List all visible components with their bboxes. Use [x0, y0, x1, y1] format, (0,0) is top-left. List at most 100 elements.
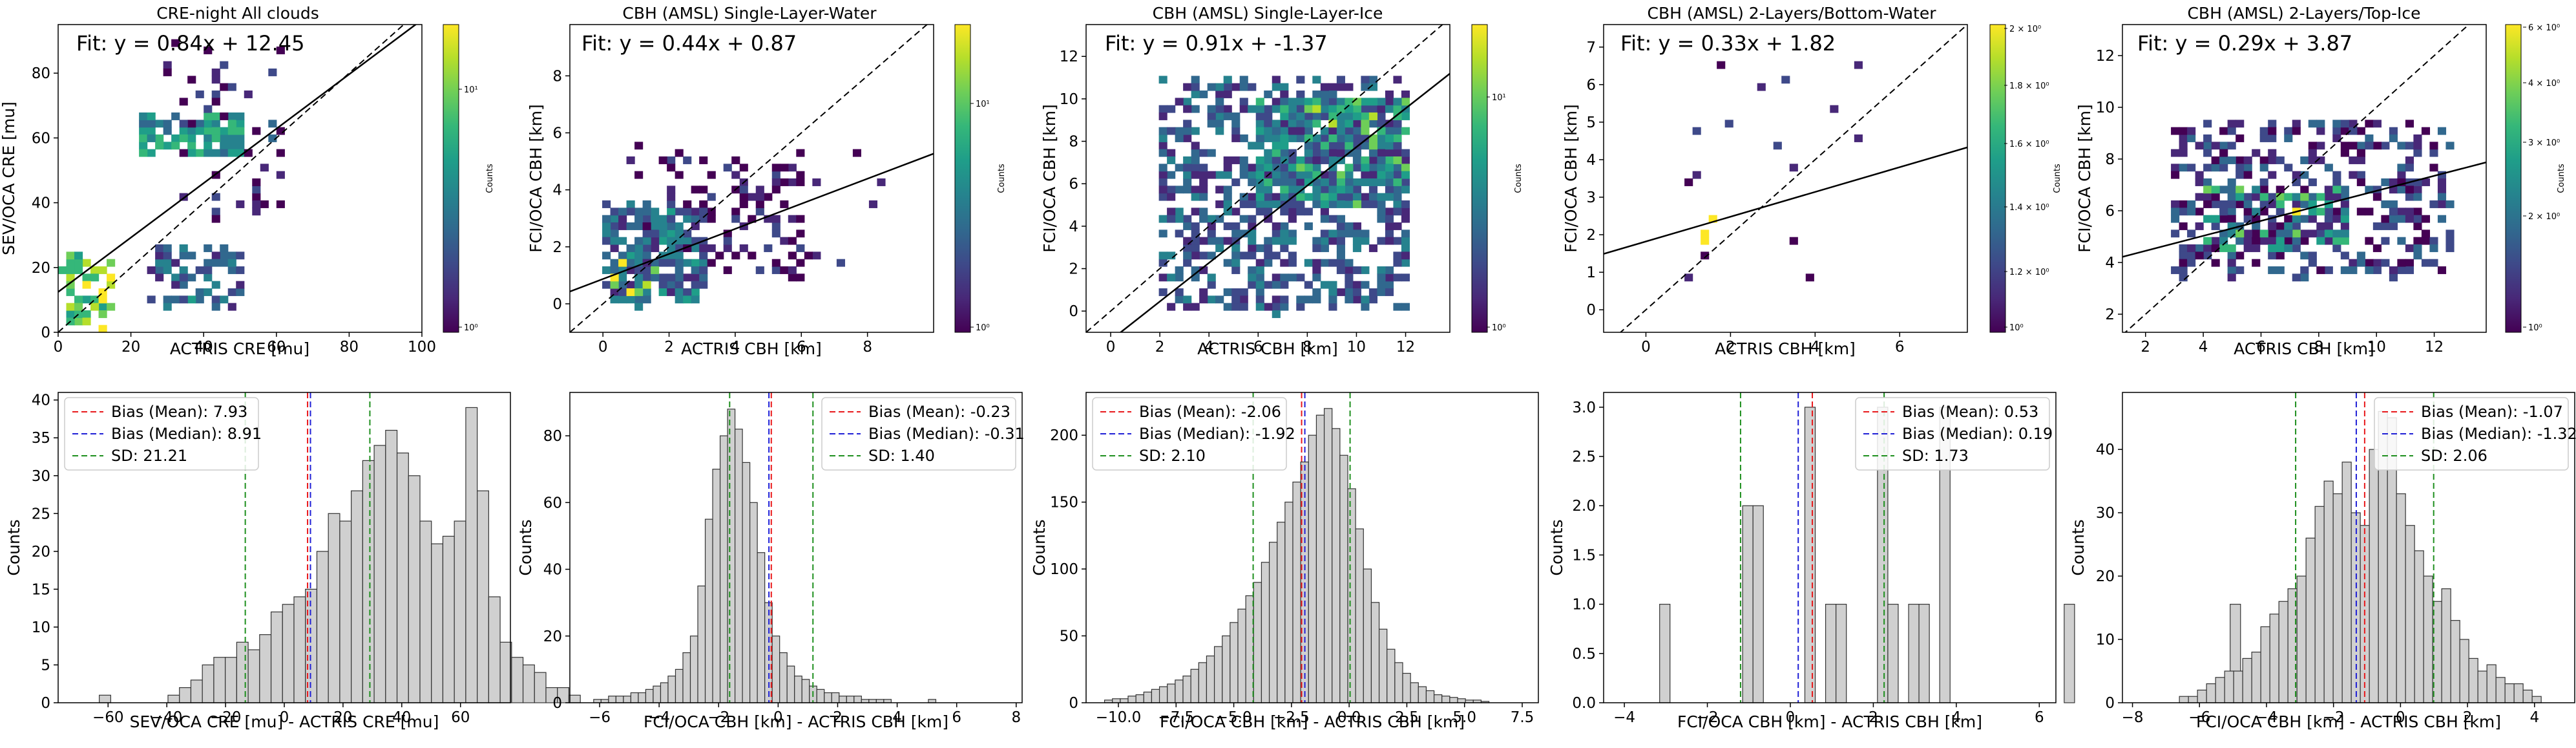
heatmap-cell	[211, 91, 220, 98]
histogram-bar	[1284, 502, 1293, 703]
x-tick-labels: −6 −4 −2 0 2 4 6 8	[589, 709, 1021, 726]
heatmap-cell	[796, 273, 805, 282]
heatmap-cell	[1368, 83, 1377, 91]
heatmap-cell	[1361, 193, 1370, 201]
heatmap-cell	[1368, 244, 1377, 252]
heatmap-cell	[179, 251, 188, 260]
heatmap-cell	[1272, 134, 1281, 142]
heatmap-cell	[1361, 171, 1370, 179]
heatmap-cell	[1368, 164, 1377, 172]
heatmap-cell	[2179, 273, 2188, 282]
heatmap-cell	[1336, 134, 1345, 142]
heatmap-cell	[2268, 134, 2277, 142]
histogram-bar	[1277, 522, 1286, 703]
heatmap-cell	[2268, 127, 2277, 135]
heatmap-cell	[1393, 259, 1402, 267]
colorbar-tick-label: 3 × 10⁰	[2528, 138, 2560, 148]
heatmap-cell	[1352, 222, 1361, 230]
heatmap-cell	[2292, 171, 2301, 179]
heatmap-cell	[66, 251, 75, 260]
fit-label: Fit: y = 0.44x + 0.87	[581, 31, 797, 56]
heatmap-cell	[2445, 244, 2455, 252]
x-tick-labels: −4 −2 0 2 4 6	[1613, 709, 2044, 726]
heatmap-cell	[1401, 244, 1410, 252]
y-tick-labels: 2 4 6 8 10 12	[2096, 48, 2115, 323]
heatmap-cell	[2332, 134, 2341, 142]
heatmap-cells	[2171, 120, 2455, 282]
heatmap-cell	[699, 273, 708, 282]
heatmap-cell	[1191, 273, 1200, 282]
heatmap-cell	[1312, 193, 1321, 201]
heatmap-cell	[610, 230, 619, 238]
heatmap-cell	[2389, 208, 2398, 216]
heatmap-cell	[626, 222, 635, 230]
histogram-bar	[1387, 648, 1396, 703]
heatmap-cell	[211, 127, 220, 135]
colorbar-tick-label: 10¹	[1492, 93, 1506, 103]
heatmap-cell	[1393, 200, 1402, 208]
heatmap-cell	[771, 186, 780, 194]
heatmap-cell	[1264, 251, 1273, 260]
heatmap-cell	[1223, 303, 1232, 311]
heatmap-cell	[1352, 266, 1361, 274]
heatmap-cell	[1345, 127, 1354, 135]
heatmap-cell	[107, 273, 116, 282]
heatmap-cell	[1215, 295, 1224, 304]
heatmap-cell	[179, 120, 188, 128]
heatmap-cell	[2405, 186, 2414, 194]
heatmap-cell	[2259, 193, 2268, 201]
heatmap-cell	[1248, 230, 1257, 238]
heatmap-cell	[2292, 230, 2301, 238]
one-to-one-line	[570, 25, 928, 332]
heatmap-cell	[236, 251, 245, 260]
heatmap-cell	[2437, 178, 2447, 186]
heatmap-cell	[667, 208, 676, 216]
heatmap-cell	[1248, 281, 1257, 289]
heatmap-cell	[2236, 251, 2245, 260]
heatmap-cell	[1288, 112, 1297, 120]
heatmap-cell	[1701, 230, 1710, 238]
heatmap-cell	[675, 273, 684, 282]
heatmap-cell	[2349, 142, 2358, 150]
heatmap-cell	[1183, 303, 1192, 311]
heatmap-cell	[1288, 164, 1297, 172]
heatmap-cell	[147, 266, 156, 274]
heatmap-cell	[1368, 120, 1377, 128]
heatmap-cell	[2324, 208, 2333, 216]
heatmap-cell	[2284, 230, 2293, 238]
heatmap-cell	[276, 200, 285, 208]
heatmap-cell	[2349, 120, 2358, 128]
heatmap-cell	[618, 251, 627, 260]
histogram-bar	[1120, 698, 1129, 703]
panel-title: CBH (AMSL) Single-Layer-Ice	[1153, 4, 1383, 23]
histogram-bar	[1151, 689, 1160, 703]
y-tick-label: 4	[1069, 219, 1078, 235]
heatmap-cell	[1175, 295, 1184, 304]
heatmap-cell	[1336, 112, 1345, 120]
heatmap-cell	[691, 208, 700, 216]
heatmap-cell	[1223, 193, 1232, 201]
heatmap-cell	[1361, 164, 1370, 172]
heatmap-cell	[2349, 127, 2358, 135]
heatmap-cell	[1255, 200, 1264, 208]
histogram-bar	[2064, 604, 2075, 703]
heatmap-cell	[2365, 266, 2374, 274]
heatmap-cell	[82, 281, 91, 289]
x-tick-label: −8	[2122, 709, 2144, 726]
heatmap-cell	[2381, 237, 2390, 245]
heatmap-cell	[2316, 237, 2325, 245]
heatmap-cell	[1352, 98, 1361, 106]
panel-title: CRE-night All clouds	[156, 4, 319, 23]
heatmap-cell	[1401, 127, 1410, 135]
heatmap-cell	[1255, 244, 1264, 252]
heatmap-cell	[66, 288, 75, 296]
heatmap-cell	[2203, 120, 2212, 128]
heatmap-cell	[244, 149, 253, 157]
histogram-bar	[2260, 626, 2270, 703]
one-to-one-line	[58, 25, 405, 332]
heatmap-cell	[2179, 266, 2188, 274]
heatmap-cell	[227, 259, 236, 267]
heatmap-cell	[634, 251, 644, 260]
heatmap-cell	[2276, 200, 2285, 208]
heatmap-cell	[610, 295, 619, 304]
